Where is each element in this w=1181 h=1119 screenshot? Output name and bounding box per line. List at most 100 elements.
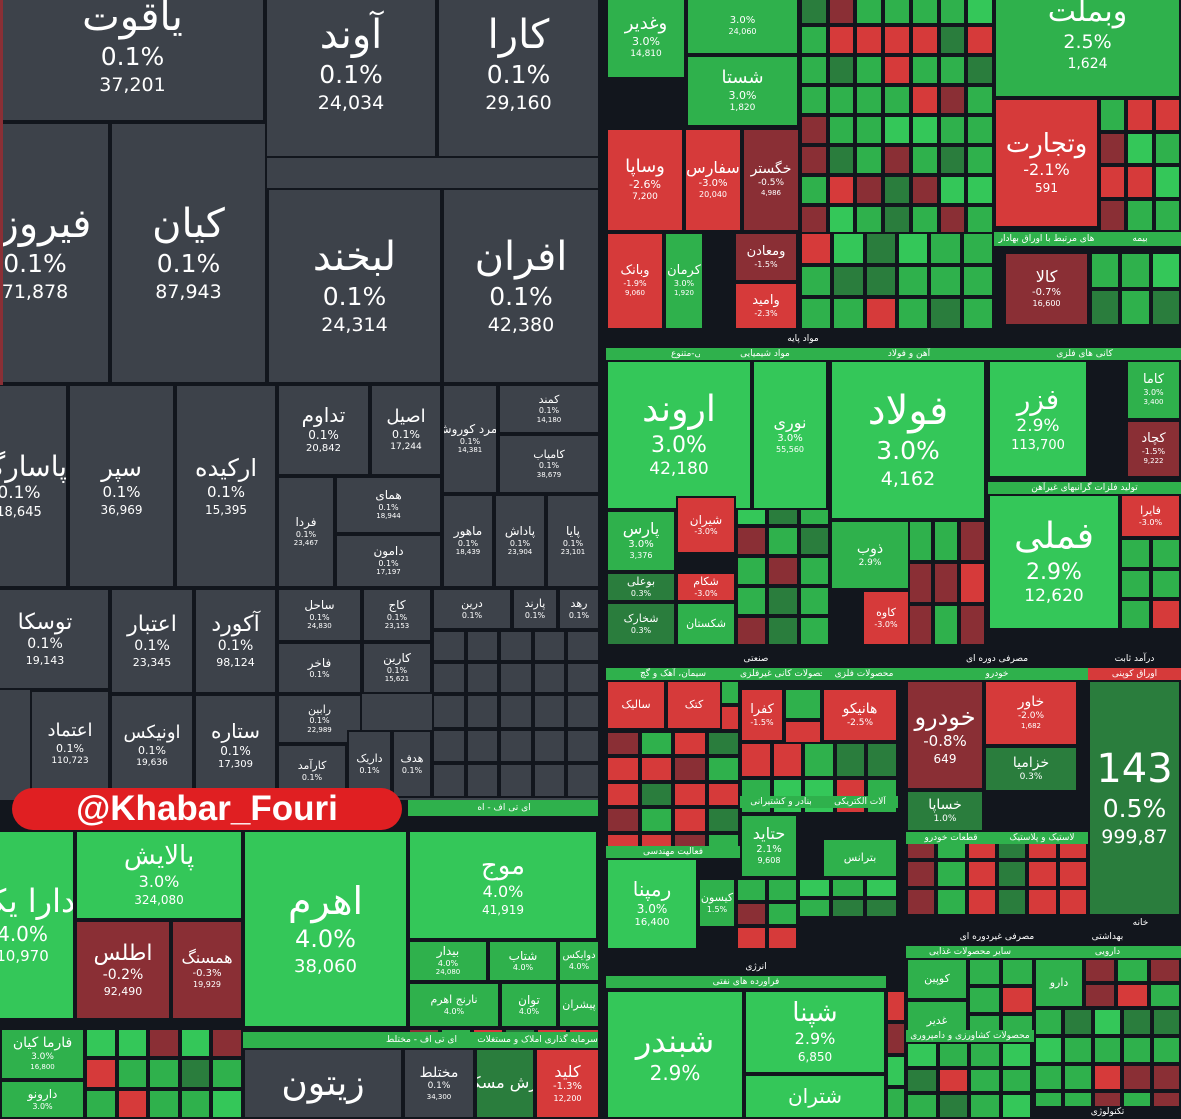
tile-small[interactable] bbox=[211, 1058, 243, 1089]
tile-small[interactable] bbox=[1126, 198, 1154, 232]
tile-kama[interactable]: کاما 3.0% 3,400 bbox=[1126, 360, 1181, 420]
tile-small[interactable] bbox=[910, 85, 939, 115]
tile-small[interactable] bbox=[798, 586, 830, 616]
tile-small[interactable] bbox=[961, 264, 994, 298]
tile-small[interactable] bbox=[886, 1086, 906, 1119]
tile-small[interactable] bbox=[432, 662, 466, 694]
tile-shekastan[interactable]: شکستان bbox=[676, 602, 736, 646]
tile-small[interactable] bbox=[959, 604, 986, 646]
tile-sahel[interactable]: ساحل 0.1% 24,830 bbox=[277, 588, 362, 642]
tile-small[interactable] bbox=[938, 115, 967, 145]
tile-small[interactable] bbox=[566, 728, 600, 764]
tile-small[interactable] bbox=[1151, 1035, 1181, 1064]
tile-small[interactable] bbox=[864, 264, 897, 298]
tile-small[interactable] bbox=[800, 0, 828, 25]
tile-small[interactable] bbox=[932, 604, 960, 646]
tile-small[interactable] bbox=[864, 878, 898, 898]
tile-separ[interactable]: سپر 0.1% 36,969 bbox=[68, 384, 175, 588]
tile-ahrom[interactable]: اهرم 4.0% 38,060 bbox=[243, 830, 408, 1028]
tile-small[interactable] bbox=[1099, 165, 1127, 199]
tile-small[interactable] bbox=[465, 630, 500, 662]
tile-small[interactable] bbox=[1126, 165, 1154, 199]
tile-small[interactable] bbox=[1153, 165, 1181, 199]
tile-small[interactable] bbox=[1027, 888, 1058, 916]
tile-hanico[interactable]: هانیکو -2.5% bbox=[822, 688, 898, 742]
tile-small[interactable] bbox=[736, 926, 767, 950]
tile-small[interactable] bbox=[800, 115, 828, 145]
tile-small[interactable] bbox=[800, 145, 828, 175]
tile-small[interactable] bbox=[1000, 1067, 1032, 1094]
tile-small[interactable] bbox=[938, 175, 967, 205]
tile-small[interactable] bbox=[855, 55, 884, 85]
tile-shetab[interactable]: شتاب 4.0% bbox=[488, 940, 558, 982]
tile-small[interactable] bbox=[1099, 98, 1127, 132]
tile-kara[interactable]: کارا 0.1% 29,160 bbox=[437, 0, 600, 158]
tile-small[interactable] bbox=[1122, 1035, 1152, 1064]
tile-small[interactable] bbox=[910, 0, 939, 25]
tile-small[interactable] bbox=[966, 145, 994, 175]
tile-arzesh[interactable]: ارزش مسکن bbox=[475, 1048, 535, 1119]
tile-navtarikh[interactable]: نارنج اهرم 4.0% bbox=[408, 982, 500, 1028]
tile-touska[interactable]: توسکا 0.1% 19,143 bbox=[0, 588, 110, 690]
tile-small[interactable] bbox=[886, 990, 906, 1023]
tile-small[interactable] bbox=[855, 205, 884, 235]
tile-rahd[interactable]: رهد 0.1% bbox=[558, 588, 600, 630]
tile-small[interactable] bbox=[997, 860, 1028, 888]
tile-small[interactable] bbox=[706, 807, 740, 833]
tile-kaveh[interactable]: کاوه -3.0% bbox=[862, 590, 910, 646]
tile-small[interactable] bbox=[938, 55, 967, 85]
tile-kachad[interactable]: کچاد -1.5% 9,222 bbox=[1126, 420, 1181, 478]
tile-small[interactable] bbox=[179, 1088, 212, 1119]
tile-darik[interactable]: داریک 0.1% bbox=[347, 730, 392, 798]
tile-small[interactable] bbox=[966, 55, 994, 85]
tile-small[interactable] bbox=[1092, 1008, 1123, 1036]
tile-small[interactable] bbox=[1099, 131, 1127, 165]
tile-vaghadir[interactable]: وغدیر 3.0% 14,810 bbox=[606, 0, 686, 79]
tile-mahoor[interactable]: ماهور 0.1% 18,439 bbox=[442, 494, 494, 588]
tile-small[interactable] bbox=[767, 586, 799, 616]
tile-small[interactable] bbox=[827, 0, 856, 25]
tile-small[interactable] bbox=[1126, 98, 1154, 132]
tile-small[interactable] bbox=[566, 694, 600, 729]
tile-small[interactable] bbox=[864, 297, 897, 330]
tile-pasargad[interactable]: پاسارگاد0.1%18,645 bbox=[0, 384, 68, 588]
tile-small[interactable] bbox=[800, 264, 833, 298]
tile-small[interactable] bbox=[800, 25, 828, 55]
tile-small[interactable] bbox=[906, 1093, 938, 1119]
tile-small[interactable] bbox=[566, 662, 600, 694]
tile-small[interactable] bbox=[883, 205, 911, 235]
tile-small[interactable] bbox=[798, 556, 830, 586]
tile-small[interactable] bbox=[938, 85, 967, 115]
tile-small[interactable] bbox=[1116, 983, 1149, 1008]
tile-shiran[interactable]: شیران -3.0% bbox=[676, 496, 736, 554]
tile-small[interactable] bbox=[1150, 538, 1181, 569]
tile-small[interactable] bbox=[886, 1022, 906, 1055]
tile-small[interactable] bbox=[966, 115, 994, 145]
tile-small[interactable] bbox=[1034, 1035, 1064, 1064]
tile-small[interactable] bbox=[966, 85, 994, 115]
tile-small[interactable] bbox=[834, 742, 867, 778]
tile-foolad[interactable]: فولاد 3.0% 4,162 bbox=[830, 360, 986, 520]
tile-small[interactable] bbox=[1120, 252, 1151, 289]
tile-small[interactable] bbox=[1034, 1063, 1064, 1092]
tile-shasta[interactable]: شستا 3.0% 1,820 bbox=[686, 55, 799, 127]
tile-farda[interactable]: فردا 0.1% 23,467 bbox=[277, 476, 335, 588]
tile-khasapa[interactable]: خساپا 1.0% bbox=[906, 790, 984, 832]
tile-shekam[interactable]: شکام -3.0% bbox=[676, 572, 736, 602]
tile-small[interactable] bbox=[1090, 289, 1121, 326]
tile-small[interactable] bbox=[532, 662, 567, 694]
tile-kamyab[interactable]: کامیاب 0.1% 38,679 bbox=[498, 434, 600, 494]
tile-small[interactable] bbox=[465, 728, 500, 764]
tile-small[interactable] bbox=[910, 115, 939, 145]
tile-small[interactable] bbox=[706, 730, 740, 757]
tile-small[interactable] bbox=[910, 55, 939, 85]
tile-small[interactable] bbox=[966, 175, 994, 205]
tile-small[interactable] bbox=[1001, 958, 1034, 986]
tile-small[interactable] bbox=[855, 85, 884, 115]
tile-small[interactable] bbox=[532, 728, 567, 764]
tile-small[interactable] bbox=[897, 297, 930, 330]
tile-small[interactable] bbox=[1092, 1035, 1123, 1064]
tile-small[interactable] bbox=[1148, 983, 1181, 1008]
tile-dorin[interactable]: درین 0.1% bbox=[432, 588, 512, 630]
tile-fabira[interactable]: فایرا -3.0% bbox=[1120, 494, 1181, 538]
